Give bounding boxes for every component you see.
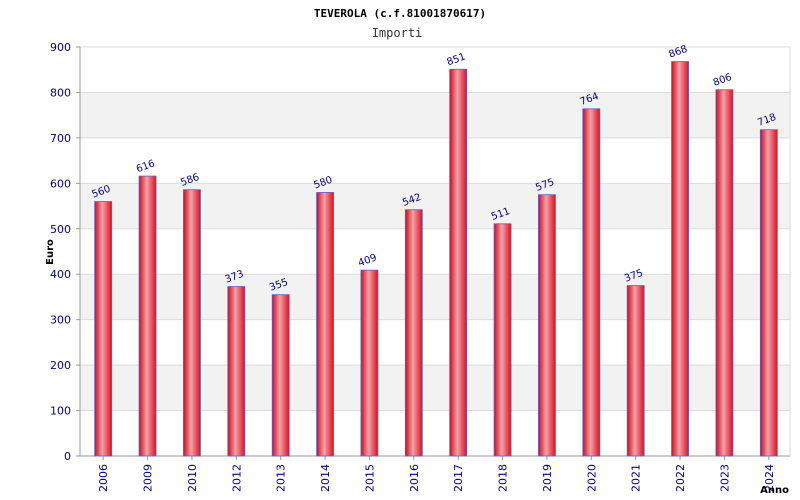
bar [271,294,290,457]
bar [404,209,423,457]
chart-title: TEVEROLA (c.f.81001870617) [314,7,486,20]
x-tick-label: 2010 [186,464,199,492]
x-tick-label: 2024 [763,464,776,492]
bar-value-label: 616 [135,158,157,175]
y-tick-label: 700 [50,132,71,145]
chart-subtitle: Importi [372,26,423,40]
x-tick-label: 2015 [363,464,376,492]
x-axis-label: Anno [760,485,789,496]
y-tick-label: 400 [50,268,71,281]
bar-value-label: 868 [667,44,689,61]
y-tick-label: 0 [64,450,71,463]
x-tick-label: 2022 [674,464,687,492]
x-tick-label: 2006 [97,464,110,492]
x-tick-labels: 2006 2009 2010 2012 2013 2014 2015 2016 2017 2018… [97,464,776,492]
x-tick-label: 2021 [630,464,643,492]
bar [449,68,468,457]
y-axis-label: Euro [45,239,56,265]
bar [183,189,201,457]
y-tick-label: 500 [50,223,71,236]
y-tick-label: 300 [50,314,71,327]
bar [582,108,601,457]
x-tick-label: 2016 [408,464,421,492]
bar [493,223,512,457]
bar [94,201,113,457]
x-tick-label: 2023 [718,464,731,492]
y-tick-label: 900 [50,41,71,54]
x-tick-label: 2017 [452,464,465,492]
y-tick-label: 800 [50,86,71,99]
bar-value-label: 806 [712,72,734,89]
y-tick-labels: 0 100 200 300 400 500 600 700 800 900 [50,41,71,463]
y-tick-label: 200 [50,359,71,372]
bar [316,192,334,457]
bar [360,269,379,457]
x-tick-label: 2013 [275,464,288,492]
bar [538,194,556,457]
x-tick-label: 2019 [541,464,554,492]
x-tick-label: 2009 [142,464,155,492]
bar [626,285,645,457]
x-tick-label: 2020 [585,464,598,492]
bar [227,286,246,457]
bar [671,61,689,457]
y-tick-label: 100 [50,405,71,418]
bar-value-label: 851 [445,51,467,68]
x-tick-label: 2012 [230,464,243,492]
bar-value-label: 409 [357,252,379,269]
x-tick-label: 2018 [497,464,510,492]
bar [759,129,778,457]
bars [94,61,778,457]
x-tick-label: 2014 [319,464,332,492]
y-tick-label: 600 [50,177,71,190]
bar [138,175,157,457]
bar [715,89,734,457]
